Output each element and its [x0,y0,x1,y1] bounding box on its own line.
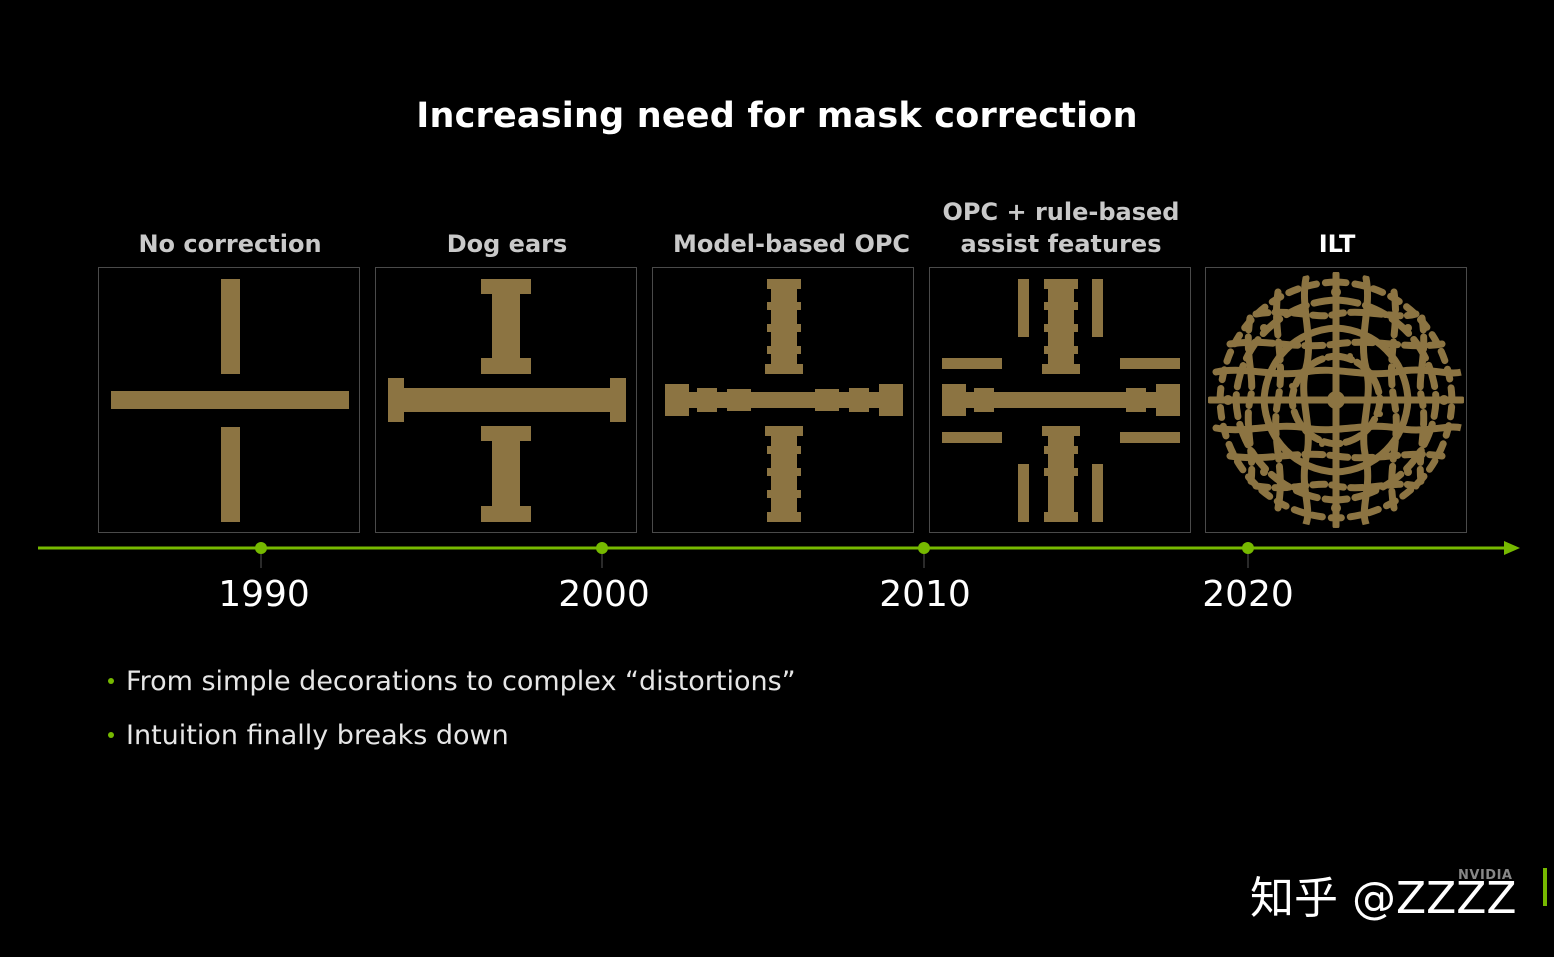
panel-dog-ears [375,267,637,533]
timeline-marker-2010 [918,542,930,554]
panel-label-line-2: assist features [960,230,1162,258]
cross-pattern-icon [111,279,349,522]
timeline-arrow-icon [1504,541,1520,555]
timeline-marker-2000 [596,542,608,554]
bullet-item: From simple decorations to complex “dist… [108,666,796,697]
timeline-ticks [260,548,1249,568]
slide-title: Increasing need for mask correction [416,96,1138,136]
bullet-dot-icon [108,677,114,684]
year-label-2020: 2020 [1202,574,1294,615]
bullet-text: Intuition finally breaks down [126,720,509,751]
year-label-2000: 2000 [558,574,650,615]
bullet-text: From simple decorations to complex “dist… [126,666,796,697]
panel-ilt [1205,267,1467,533]
panel-label-no-correction: No correction [138,230,322,258]
panel-label-ilt: ILT [1318,230,1356,258]
year-label-2010: 2010 [879,574,971,615]
dog-ear-cross-icon [388,279,626,522]
timeline-marker-1990 [255,542,267,554]
bullet-dot-icon [108,731,114,738]
accent-bar [1543,868,1547,906]
panel-label-model-based-opc: Model-based OPC [672,230,911,258]
panel-label-dog-ears: Dog ears [446,230,568,258]
assist-features-cross-icon [942,279,1180,522]
panel-label-line-1: OPC + rule-based [942,198,1180,226]
bullet-item: Intuition finally breaks down [108,720,509,751]
panel-model-based-opc [652,267,914,533]
panel-label-opc-rule-based: OPC + rule-based assist features [916,196,1206,260]
timeline-marker-2020 [1242,542,1254,554]
timeline [38,541,1520,568]
watermark: 知乎 @ZZZZ [1250,873,1517,924]
panel-no-correction [98,267,360,533]
nvidia-logo: NVIDIA [1458,868,1513,883]
panel-opc-assist-features [929,267,1191,533]
ilt-curvilinear-icon [1208,272,1464,528]
opc-cross-icon [665,279,903,522]
year-label-1990: 1990 [218,574,310,615]
